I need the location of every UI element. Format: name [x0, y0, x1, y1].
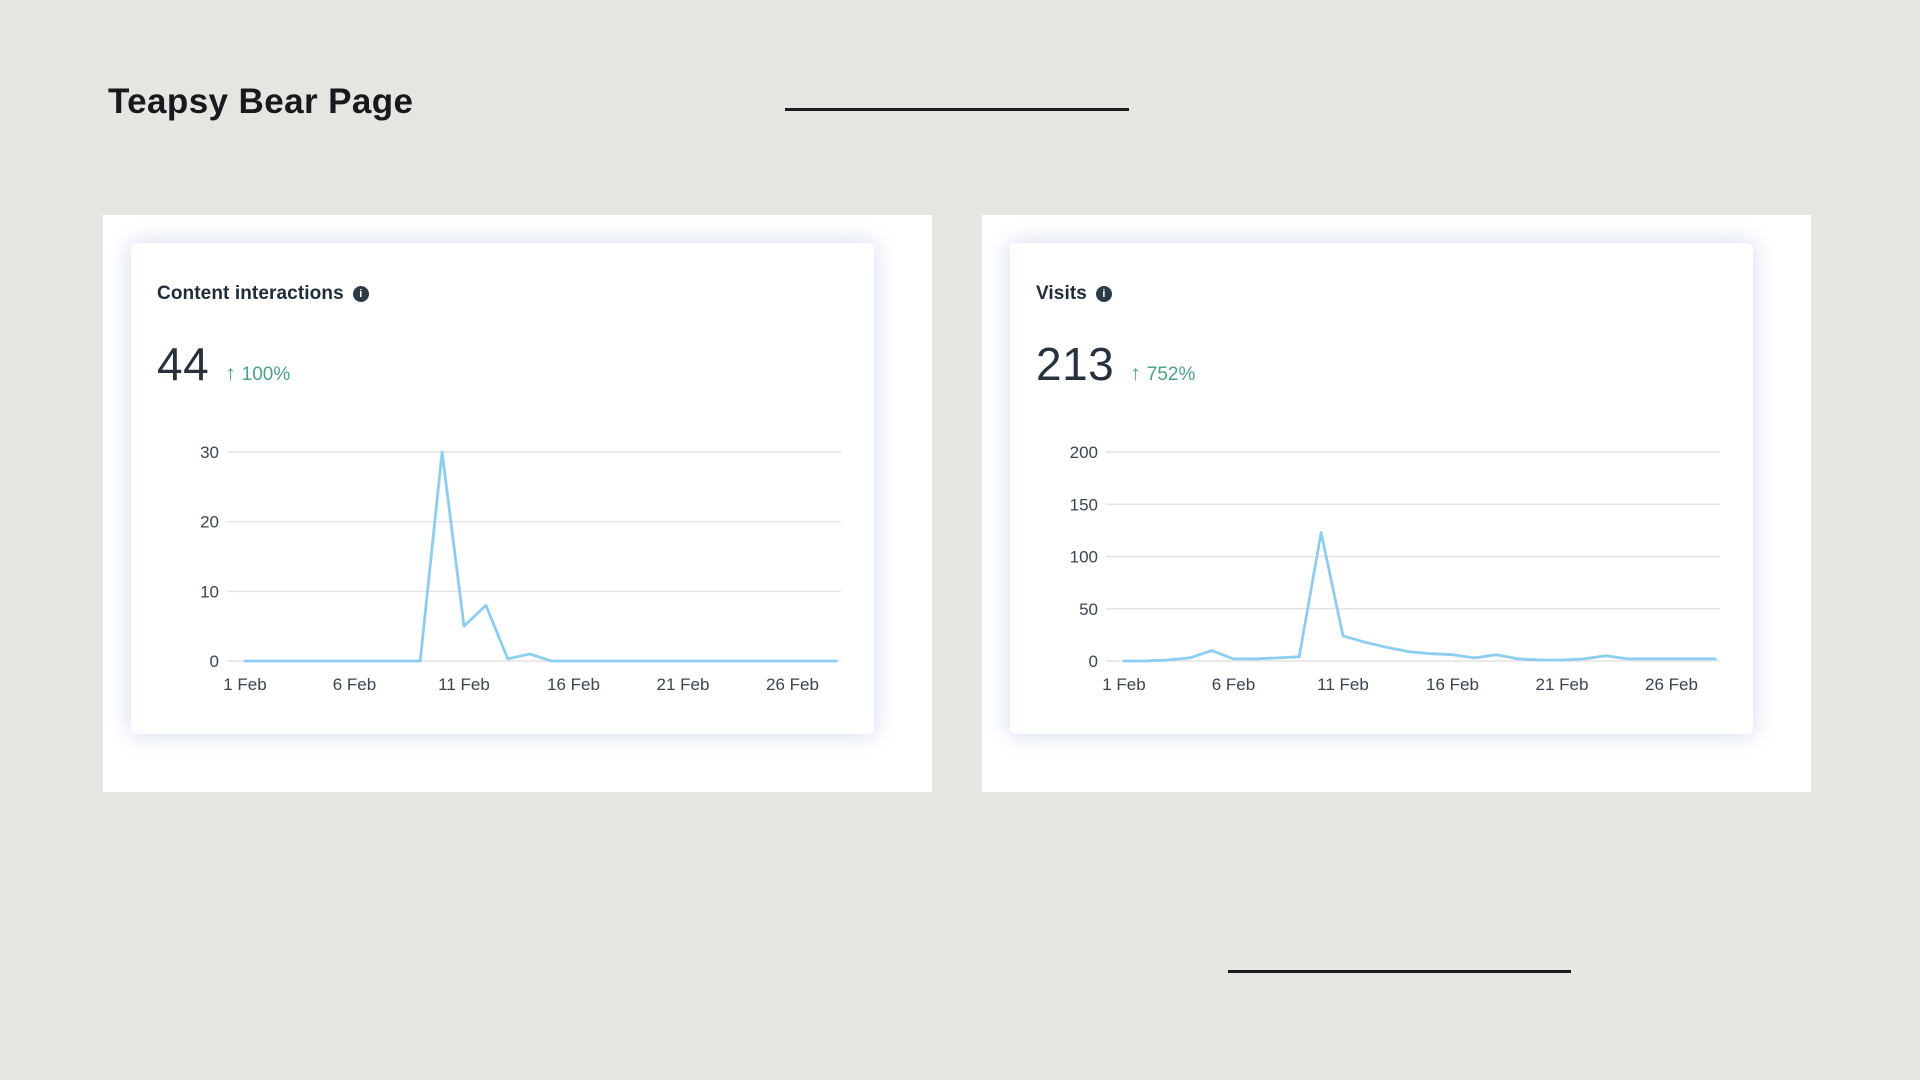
- info-icon[interactable]: i: [352, 286, 369, 302]
- x-axis-tick-label: 21 Feb: [657, 675, 710, 694]
- x-axis-tick-label: 6 Feb: [333, 675, 376, 694]
- y-axis-tick-label: 200: [1070, 443, 1098, 462]
- chart-line-series: [1122, 531, 1717, 663]
- x-axis-tick-label: 21 Feb: [1536, 675, 1589, 694]
- x-axis-tick-label: 1 Feb: [223, 675, 266, 694]
- y-axis-tick-label: 150: [1070, 495, 1098, 514]
- y-axis-tick-label: 30: [200, 443, 219, 462]
- x-axis-tick-label: 11 Feb: [438, 675, 490, 694]
- divider-line-bottom: [1228, 970, 1571, 973]
- x-axis-tick-label: 26 Feb: [1645, 675, 1698, 694]
- y-axis-tick-label: 0: [1089, 652, 1098, 671]
- delta-percentage: 752%: [1146, 364, 1196, 385]
- card-header: Visits i: [1036, 283, 1112, 305]
- card-title-content-interactions: Content interactions: [157, 283, 344, 304]
- delta-percentage: 100%: [241, 364, 291, 385]
- stat-row: 44 ↑ 100%: [157, 341, 290, 387]
- content-interactions-chart[interactable]: 0 10 20 30 1 Feb 6 Feb 11 Feb 16 Feb 21 Feb 26 Fe…: [131, 243, 874, 734]
- x-axis-tick-label: 16 Feb: [1426, 675, 1479, 694]
- content-interactions-delta: ↑ 100%: [225, 363, 290, 386]
- y-axis-tick-label: 100: [1070, 548, 1098, 567]
- visits-card-inner: Visits i 213 ↑ 752% 0 50 100 150 200 1 Feb 6 F…: [1010, 243, 1753, 734]
- content-interactions-card: Content interactions i 44 ↑ 100% 0 10 20 30…: [103, 215, 932, 792]
- divider-line-top: [785, 108, 1129, 111]
- x-axis-tick-label: 1 Feb: [1102, 675, 1145, 694]
- content-interactions-card-inner: Content interactions i 44 ↑ 100% 0 10 20 30…: [131, 243, 874, 734]
- card-title-visits: Visits: [1036, 283, 1087, 304]
- x-axis-tick-label: 6 Feb: [1212, 675, 1255, 694]
- y-axis-tick-label: 10: [200, 582, 219, 601]
- trend-up-arrow-icon: ↑: [1130, 362, 1141, 385]
- y-axis-tick-label: 20: [200, 513, 219, 532]
- visits-card: Visits i 213 ↑ 752% 0 50 100 150 200 1 Feb 6 F…: [982, 215, 1811, 792]
- page-title: Teapsy Bear Page: [108, 82, 414, 121]
- visits-chart[interactable]: 0 50 100 150 200 1 Feb 6 Feb 11 Feb 16 Feb 21 Feb…: [1010, 243, 1753, 734]
- stat-row: 213 ↑ 752%: [1036, 341, 1195, 387]
- trend-up-arrow-icon: ↑: [225, 362, 236, 385]
- visits-total: 213: [1036, 338, 1115, 390]
- info-icon[interactable]: i: [1095, 286, 1112, 302]
- visits-delta: ↑ 752%: [1130, 363, 1195, 386]
- y-axis-tick-label: 50: [1079, 600, 1098, 619]
- chart-line-series: [243, 450, 838, 663]
- x-axis-tick-label: 16 Feb: [547, 675, 600, 694]
- content-interactions-total: 44: [157, 338, 210, 390]
- x-axis-tick-label: 11 Feb: [1317, 675, 1369, 694]
- y-axis-tick-label: 0: [210, 652, 219, 671]
- card-header: Content interactions i: [157, 283, 369, 305]
- x-axis-tick-label: 26 Feb: [766, 675, 819, 694]
